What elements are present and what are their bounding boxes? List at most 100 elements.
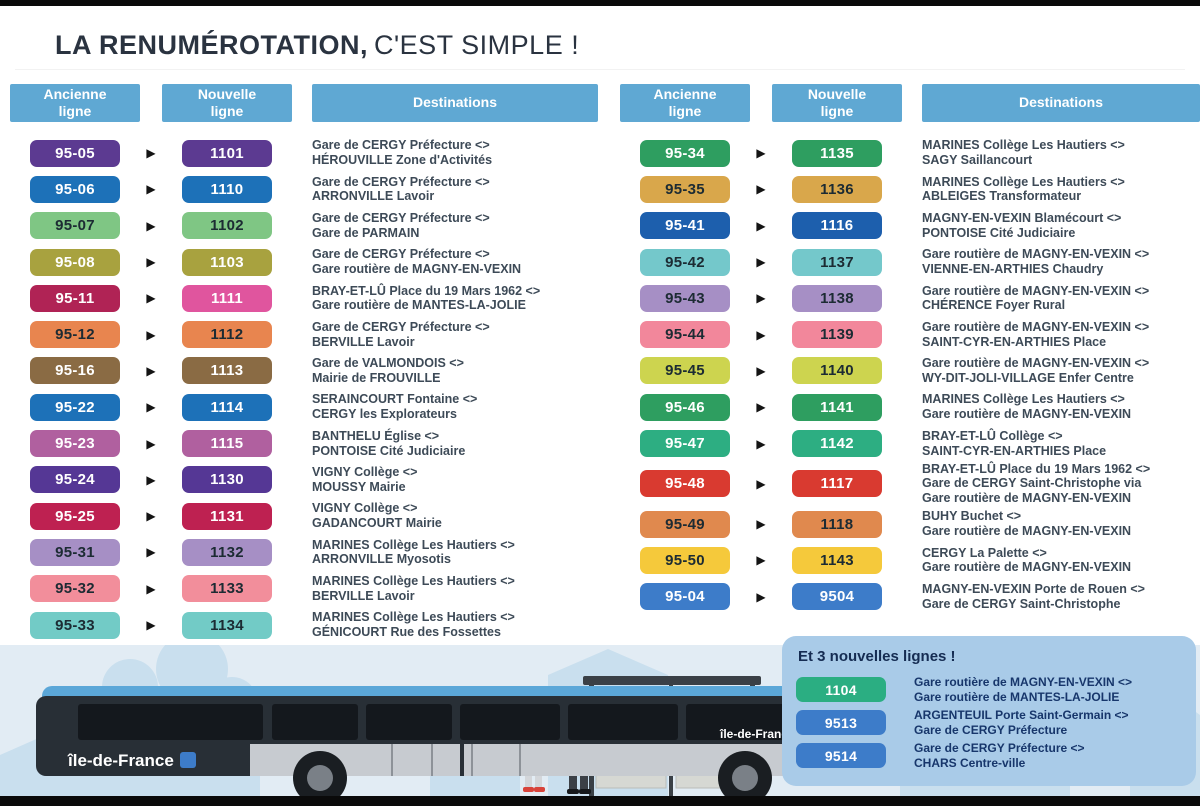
arrow-cell: ▶ — [140, 583, 162, 595]
table-row: 95-41 ▶ 1116 MAGNY-EN-VEXIN Blamécourt <> PO… — [620, 208, 1200, 244]
arrow-right-icon: ▶ — [146, 218, 156, 233]
arrow-right-icon: ▶ — [756, 476, 766, 491]
arrow-right-icon: ▶ — [756, 291, 766, 306]
old-line-badge: 95-25 — [30, 502, 120, 530]
table-row: 95-34 ▶ 1135 MARINES Collège Les Hautiers <… — [620, 135, 1200, 171]
renumbering-table-left: Ancienne ligne Nouvelle ligne Destinations… — [10, 84, 598, 643]
old-line-cell: 95-35 — [620, 175, 750, 203]
arrow-right-icon: ▶ — [146, 545, 156, 560]
old-line-cell: 95-06 — [10, 175, 140, 203]
old-line-cell: 95-43 — [620, 284, 750, 312]
arrow-cell: ▶ — [140, 220, 162, 232]
arrow-cell: ▶ — [750, 478, 772, 490]
old-line-cell: 95-24 — [10, 466, 140, 494]
new-line-badge: 1141 — [792, 393, 882, 421]
table-row: 95-43 ▶ 1138 Gare routière de MAGNY-EN-VEXI… — [620, 280, 1200, 316]
page-title-light: C'EST SIMPLE ! — [373, 30, 580, 60]
old-line-cell: 95-31 — [10, 538, 140, 566]
arrow-cell: ▶ — [750, 183, 772, 195]
destination-text: VIGNY Collège <> GADANCOURT Mairie — [312, 501, 442, 531]
table-row: 95-31 ▶ 1132 MARINES Collège Les Hautiers <… — [10, 534, 598, 570]
arrow-right-icon: ▶ — [146, 472, 156, 487]
old-line-badge: 95-31 — [30, 538, 120, 566]
new-line-badge: 1117 — [792, 470, 882, 498]
page-title-bold: LA RENUMÉROTATION, — [55, 30, 368, 60]
arrow-right-icon: ▶ — [146, 182, 156, 197]
old-line-badge: 95-11 — [30, 284, 120, 312]
new-line-header: Nouvelle ligne — [162, 84, 292, 122]
new-line-cell: 1110 — [162, 175, 292, 203]
new-line-cell: 1111 — [162, 284, 292, 312]
new-line-row: 9513 ARGENTEUIL Porte Saint-Germain <> Gar… — [796, 706, 1182, 739]
arrow-cell: ▶ — [140, 438, 162, 450]
old-line-cell: 95-34 — [620, 139, 750, 167]
arrow-cell: ▶ — [750, 401, 772, 413]
old-line-header: Ancienne ligne — [10, 84, 140, 122]
table-row: 95-12 ▶ 1112 Gare de CERGY Préfecture <> BER… — [10, 316, 598, 352]
new-line-cell: 1101 — [162, 139, 292, 167]
new-line-cell: 1103 — [162, 248, 292, 276]
new-line-badge: 1115 — [182, 430, 272, 458]
old-line-cell: 95-11 — [10, 284, 140, 312]
new-line-badge: 1136 — [792, 175, 882, 203]
destination-text: MAGNY-EN-VEXIN Blamécourt <> PONTOISE Cit… — [922, 210, 1122, 240]
table-row: 95-49 ▶ 1118 BUHY Buchet <> Gare routière de… — [620, 506, 1200, 542]
old-line-cell: 95-16 — [10, 357, 140, 385]
new-line-badge: 1103 — [182, 248, 272, 276]
destination-text: MARINES Collège Les Hautiers <> GÉNICOURT… — [312, 610, 515, 639]
destination-text: MARINES Collège Les Hautiers <> ARRONVILL… — [312, 537, 515, 567]
old-line-badge: 95-12 — [30, 321, 120, 349]
arrow-cell: ▶ — [750, 292, 772, 304]
new-line-cell: 1138 — [772, 284, 902, 312]
destination-text: Gare de CERGY Préfecture <> Gare de PARMA… — [312, 210, 490, 240]
destination-text: BUHY Buchet <> Gare routière de MAGNY-EN-… — [922, 509, 1132, 539]
old-line-badge: 95-49 — [640, 510, 730, 538]
new-line-cell: 1141 — [772, 393, 902, 421]
new-line-cell: 1117 — [772, 470, 902, 498]
new-line-badge: 9514 — [796, 743, 886, 768]
arrow-cell: ▶ — [750, 220, 772, 232]
destination-text: Gare de CERGY Préfecture <> BERVILLE Lavo… — [312, 319, 490, 349]
new-lines-panel: Et 3 nouvelles lignes ! 1104 Gare routièr… — [782, 636, 1196, 786]
old-line-badge: 95-46 — [640, 393, 730, 421]
old-line-cell: 95-12 — [10, 321, 140, 349]
new-line-cell: 1116 — [772, 212, 902, 240]
arrow-right-icon: ▶ — [756, 146, 766, 161]
new-line-badge: 1142 — [792, 430, 882, 458]
arrow-right-icon: ▶ — [146, 146, 156, 161]
arrow-right-icon: ▶ — [756, 553, 766, 568]
bus-illustration: île-de-France île-de-France — [36, 686, 998, 805]
new-line-row: 1104 Gare routière de MAGNY-EN-VEXIN <> Ga… — [796, 673, 1182, 706]
table-row: 95-32 ▶ 1133 MARINES Collège Les Hautiers <… — [10, 571, 598, 607]
table-row: 95-04 ▶ 9504 MAGNY-EN-VEXIN Porte de Rouen … — [620, 579, 1200, 615]
arrow-right-icon: ▶ — [146, 436, 156, 451]
new-line-badge: 1112 — [182, 321, 272, 349]
old-line-badge: 95-05 — [30, 139, 120, 167]
new-line-badge: 1131 — [182, 502, 272, 530]
arrow-cell: ▶ — [750, 591, 772, 603]
new-line-badge: 1133 — [182, 575, 272, 603]
new-line-cell: 1135 — [772, 139, 902, 167]
new-line-badge: 1116 — [792, 212, 882, 240]
old-line-badge: 95-07 — [30, 212, 120, 240]
arrow-cell: ▶ — [750, 438, 772, 450]
arrow-cell: ▶ — [140, 546, 162, 558]
table-row: 95-47 ▶ 1142 BRAY-ET-LÛ Collège <> SAINT-CYR… — [620, 425, 1200, 461]
destination-text: MARINES Collège Les Hautiers <> SAGY Sail… — [922, 138, 1125, 168]
arrow-right-icon: ▶ — [756, 182, 766, 197]
old-line-badge: 95-06 — [30, 175, 120, 203]
destination-text: MARINES Collège Les Hautiers <> ABLEIGES … — [922, 174, 1125, 204]
table-row: 95-25 ▶ 1131 VIGNY Collège <> GADANCOURT Mai… — [10, 498, 598, 534]
old-line-badge: 95-44 — [640, 321, 730, 349]
arrow-right-icon: ▶ — [756, 517, 766, 532]
new-line-badge: 1101 — [182, 139, 272, 167]
table-row: 95-07 ▶ 1102 Gare de CERGY Préfecture <> Gar… — [10, 208, 598, 244]
old-line-cell: 95-22 — [10, 393, 140, 421]
new-line-badge: 1135 — [792, 139, 882, 167]
table-row: 95-11 ▶ 1111 BRAY-ET-LÛ Place du 19 Mars 19… — [10, 280, 598, 316]
old-line-badge: 95-33 — [30, 611, 120, 639]
destination-text: Gare de VALMONDOIS <> Mairie de FROUVILLE — [312, 356, 464, 385]
old-line-cell: 95-25 — [10, 502, 140, 530]
destinations-header: Destinations — [312, 84, 598, 122]
